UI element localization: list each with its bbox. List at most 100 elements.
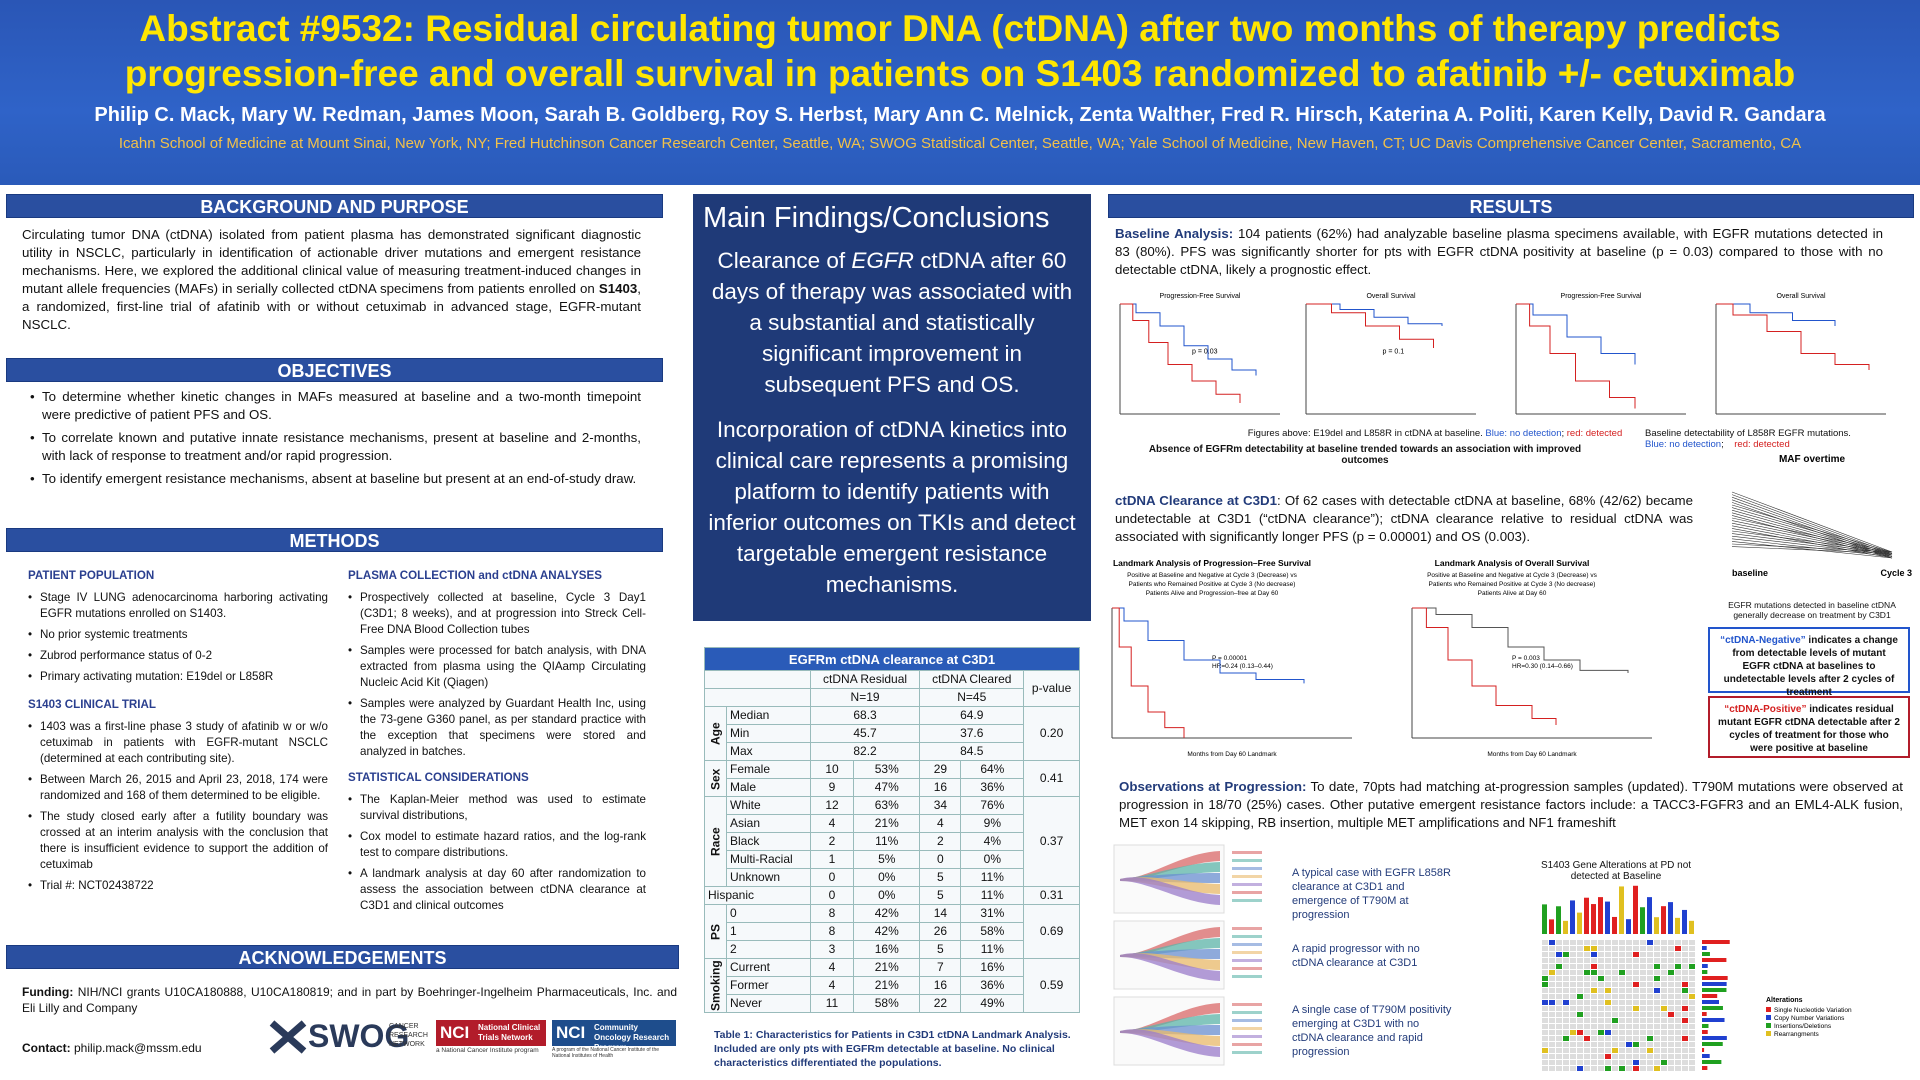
km-curve bbox=[1120, 303, 1241, 403]
heatmap-cell bbox=[1570, 1036, 1576, 1041]
fishplot-legend bbox=[1232, 927, 1262, 930]
maf-line bbox=[1731, 538, 1893, 557]
heatmap-cell bbox=[1668, 1054, 1674, 1059]
heatmap-cell bbox=[1591, 976, 1597, 981]
heatmap-cell bbox=[1577, 1012, 1583, 1017]
maf-line bbox=[1731, 528, 1893, 559]
heatmap-cell bbox=[1598, 988, 1604, 993]
heatmap-legend-swatch bbox=[1766, 1023, 1771, 1028]
heatmap-cell bbox=[1647, 1006, 1653, 1011]
heatmap-cell bbox=[1654, 994, 1660, 999]
heatmap-cell bbox=[1619, 1006, 1625, 1011]
heatmap-cell bbox=[1598, 1030, 1604, 1035]
finding-2: Incorporation of ctDNA kinetics into cli… bbox=[708, 417, 1076, 597]
heatmap-cell bbox=[1675, 970, 1681, 975]
heatmap-cell bbox=[1549, 988, 1555, 993]
heatmap-cell bbox=[1661, 964, 1667, 969]
heatmap-cell bbox=[1682, 952, 1688, 957]
heatmap-cell bbox=[1549, 1042, 1555, 1047]
heatmap-cell bbox=[1647, 994, 1653, 999]
fishplot-legend bbox=[1232, 1043, 1262, 1046]
km-title: Overall Survival bbox=[1366, 293, 1415, 300]
heatmap-cell bbox=[1570, 970, 1576, 975]
stat-title: STATISTICAL CONSIDERATIONS bbox=[348, 771, 529, 784]
heatmap-cell bbox=[1619, 994, 1625, 999]
heatmap-cell bbox=[1577, 976, 1583, 981]
heatmap-cell bbox=[1570, 976, 1576, 981]
heatmap-cell bbox=[1689, 1000, 1695, 1005]
heatmap-cell bbox=[1689, 1066, 1695, 1071]
case-3: A single case of T790M positivity emergi… bbox=[1292, 1004, 1452, 1058]
heatmap-cell bbox=[1612, 988, 1618, 993]
heatmap-cell bbox=[1584, 964, 1590, 969]
heatmap-cell bbox=[1605, 964, 1611, 969]
heatmap-cell bbox=[1682, 988, 1688, 993]
heatmap-cell bbox=[1689, 1060, 1695, 1065]
heatmap-cell bbox=[1626, 964, 1632, 969]
heatmap-cell bbox=[1549, 1012, 1555, 1017]
heatmap-cell bbox=[1570, 1066, 1576, 1071]
heatmap-cell bbox=[1633, 1036, 1639, 1041]
heatmap-cell bbox=[1640, 1012, 1646, 1017]
heatmap-cell bbox=[1675, 1024, 1681, 1029]
heatmap-cell bbox=[1647, 970, 1653, 975]
heatmap-cell bbox=[1612, 1054, 1618, 1059]
heatmap-cell bbox=[1647, 1024, 1653, 1029]
km-curve bbox=[1516, 303, 1636, 365]
heatmap-cell bbox=[1633, 946, 1639, 951]
heatmap-cell bbox=[1612, 940, 1618, 945]
heatmap-cell bbox=[1668, 970, 1674, 975]
heatmap-cell bbox=[1584, 1000, 1590, 1005]
heatmap-cell bbox=[1633, 1048, 1639, 1053]
table-row: Max 82.2 84.5 bbox=[705, 742, 1080, 761]
heatmap-cell bbox=[1563, 946, 1569, 951]
heatmap-cell bbox=[1577, 994, 1583, 999]
heatmap-cell bbox=[1640, 940, 1646, 945]
heatmap-cell bbox=[1563, 1006, 1569, 1011]
heatmap-cell bbox=[1549, 1018, 1555, 1023]
swog-logo: SWOG CANCER RESEARCH NETWORK bbox=[268, 1018, 428, 1056]
fishplot-legend bbox=[1232, 967, 1262, 970]
heatmap-cell bbox=[1668, 964, 1674, 969]
heatmap-cell bbox=[1689, 1030, 1695, 1035]
heatmap-cell bbox=[1633, 976, 1639, 981]
trial-item: Between March 26, 2015 and April 23, 201… bbox=[28, 772, 328, 804]
heatmap-cell bbox=[1626, 958, 1632, 963]
heatmap-cell bbox=[1689, 946, 1695, 951]
maf-title: MAF overtime bbox=[1779, 454, 1846, 465]
heatmap-cell bbox=[1556, 958, 1562, 963]
heatmap-cell bbox=[1584, 1024, 1590, 1029]
heatmap-cell bbox=[1591, 982, 1597, 987]
heatmap-cell bbox=[1675, 994, 1681, 999]
stat-item: The Kaplan-Meier method was used to esti… bbox=[348, 792, 646, 824]
heatmap-cell bbox=[1640, 1060, 1646, 1065]
heatmap-cell bbox=[1619, 1030, 1625, 1035]
heatmap-cell bbox=[1556, 1066, 1562, 1071]
heatmap-bar bbox=[1689, 920, 1694, 934]
heatmap-row-bar bbox=[1702, 958, 1727, 962]
fishplots bbox=[1113, 844, 1262, 1066]
heatmap-cell bbox=[1605, 958, 1611, 963]
contact: Contact: philip.mack@mssm.edu bbox=[22, 1041, 202, 1055]
heatmap-legend-swatch bbox=[1766, 1015, 1771, 1020]
heatmap-cell bbox=[1654, 1000, 1660, 1005]
heatmap-cell bbox=[1563, 1060, 1569, 1065]
heatmap-cell bbox=[1556, 952, 1562, 957]
heatmap-cell bbox=[1598, 1024, 1604, 1029]
observations-at-progression: Observations at Progression: To date, 70… bbox=[1119, 779, 1903, 830]
maf-line bbox=[1731, 522, 1893, 556]
heatmap-bar bbox=[1584, 897, 1589, 934]
heatmap-cell bbox=[1556, 982, 1562, 987]
heatmap-cell bbox=[1675, 988, 1681, 993]
heatmap-cell bbox=[1640, 1066, 1646, 1071]
heatmap-cell bbox=[1598, 976, 1604, 981]
heatmap-cell bbox=[1556, 970, 1562, 975]
plasma-item: Prospectively collected at baseline, Cyc… bbox=[348, 590, 646, 638]
heatmap-cell bbox=[1605, 1042, 1611, 1047]
heatmap-cell bbox=[1633, 1030, 1639, 1035]
heatmap-cell bbox=[1584, 976, 1590, 981]
heatmap-cell bbox=[1682, 982, 1688, 987]
heatmap-cell bbox=[1647, 1018, 1653, 1023]
heatmap-cell bbox=[1605, 1060, 1611, 1065]
trial-list: 1403 was a first-line phase 3 study of a… bbox=[28, 719, 328, 894]
